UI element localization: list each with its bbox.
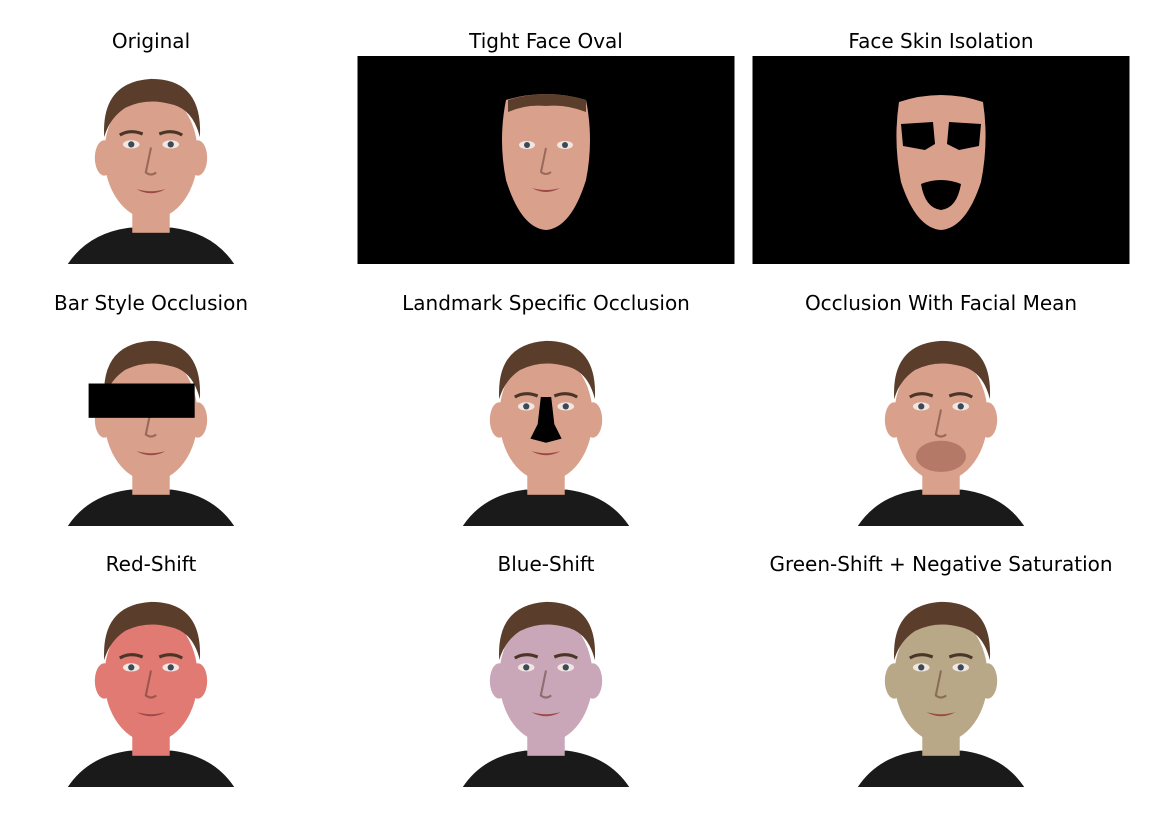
panel-title: Tight Face Oval — [469, 29, 623, 53]
panel-title: Face Skin Isolation — [848, 29, 1034, 53]
panel-red-shift: Red-Shift — [0, 549, 346, 811]
face-image-bar — [47, 318, 255, 526]
panel-original: Original — [0, 26, 346, 288]
panel-face-skin-isolation: Face Skin Isolation — [746, 26, 1136, 288]
face-image-tight-oval — [357, 56, 735, 264]
face-image-facial-mean — [837, 318, 1045, 526]
face-image-skin-isolation — [752, 56, 1130, 264]
panel-title: Landmark Specific Occlusion — [402, 291, 690, 315]
face-image-landmark — [442, 318, 650, 526]
panel-title: Red-Shift — [105, 552, 197, 576]
panel-bar-style-occlusion: Bar Style Occlusion — [0, 288, 346, 550]
panel-tight-face-oval: Tight Face Oval — [351, 26, 741, 288]
face-image-green — [837, 579, 1045, 787]
panel-title: Bar Style Occlusion — [53, 291, 248, 315]
panel-green-shift: Green-Shift + Negative Saturation — [746, 549, 1136, 811]
face-image-original — [47, 56, 255, 264]
panel-landmark-specific-occlusion: Landmark Specific Occlusion — [351, 288, 741, 550]
panel-occlusion-facial-mean: Occlusion With Facial Mean — [746, 288, 1136, 550]
panel-blue-shift: Blue-Shift — [351, 549, 741, 811]
face-image-red — [47, 579, 255, 787]
panel-title: Green-Shift + Negative Saturation — [769, 552, 1113, 576]
face-image-blue — [442, 579, 650, 787]
panel-title: Occlusion With Facial Mean — [804, 291, 1078, 315]
panel-title: Original — [111, 29, 191, 53]
panel-title: Blue-Shift — [497, 552, 595, 576]
